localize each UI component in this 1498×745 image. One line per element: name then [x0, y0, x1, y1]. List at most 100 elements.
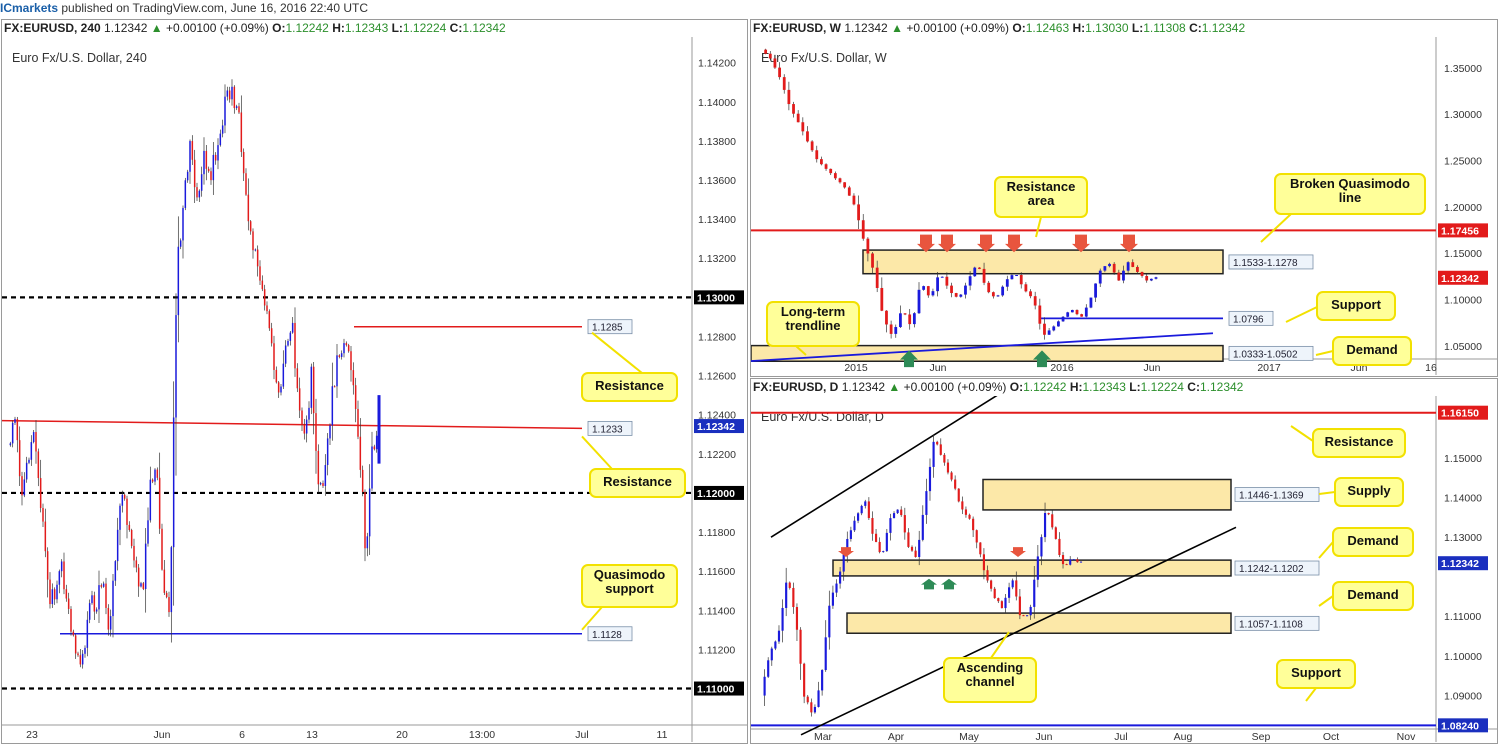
candle-body	[100, 585, 103, 587]
candle-body	[770, 648, 773, 661]
candle-body	[1149, 278, 1153, 281]
candle-body	[39, 478, 42, 509]
candle-body	[51, 589, 54, 605]
sell-arrow	[1072, 234, 1090, 253]
candle-body	[829, 168, 833, 174]
candle-body	[142, 583, 145, 590]
candle-body	[1029, 291, 1032, 297]
chart-daily[interactable]: Euro Fx/U.S. Dollar, D 1.161501.150001.14…	[751, 396, 1497, 742]
candle-body	[1061, 555, 1065, 565]
candle-body	[943, 454, 946, 463]
x-tick: 11	[657, 729, 668, 741]
last-price-tag-bg	[694, 419, 744, 434]
candle-body	[1033, 579, 1036, 607]
last-price-tag-bg	[1438, 270, 1488, 285]
candle-body	[364, 492, 366, 549]
zone-tag-box	[1228, 345, 1314, 361]
candle-body	[1084, 307, 1088, 317]
x-tick: 16	[1425, 362, 1437, 374]
candle-body	[308, 407, 310, 420]
annotation-label: line	[1339, 190, 1361, 205]
candle-body	[975, 530, 978, 543]
candle-body	[35, 432, 37, 452]
candle-body	[266, 305, 268, 312]
y-tick: 1.14000	[698, 97, 736, 109]
chart-header: FX:EURUSD, W 1.12342 ▲ +0.00100 (+0.09%)…	[753, 21, 1246, 35]
chart-h4[interactable]: Euro Fx/U.S. Dollar, 240 1.14200 1.14000 1.…	[2, 37, 747, 742]
candle-body	[107, 607, 110, 630]
candle-body	[74, 635, 77, 654]
candle-body	[968, 514, 971, 519]
y-tick: 1.15000	[1444, 248, 1482, 260]
candle-body	[333, 386, 336, 388]
annotation-label: Demand	[1347, 587, 1398, 602]
level-tag-box	[587, 626, 633, 642]
candle-body	[978, 267, 981, 269]
candle-body	[240, 112, 243, 152]
candle-body	[366, 536, 369, 549]
candle-body	[954, 293, 958, 297]
candle-body	[824, 164, 828, 169]
y-tick: 1.35000	[1444, 63, 1482, 75]
resistance-zone	[862, 249, 1224, 275]
chart-panel-h4[interactable]: FX:EURUSD, 240 1.12342 ▲ +0.00100 (+0.09…	[1, 19, 748, 744]
annotation-label: Resistance	[1007, 179, 1076, 194]
candle-body	[270, 328, 273, 344]
candle-body	[203, 150, 205, 175]
candle-body	[219, 133, 222, 146]
candle-body	[1025, 615, 1029, 617]
candle-body	[1043, 512, 1047, 538]
candle-body	[280, 386, 282, 393]
candle-body	[987, 282, 991, 293]
candle-body	[175, 315, 177, 418]
x-tick: 23	[26, 729, 38, 741]
candle-body	[1075, 309, 1079, 315]
x-tick: Jun	[154, 729, 171, 741]
candle-body	[993, 588, 996, 599]
candle-body	[46, 551, 49, 580]
candle-body	[936, 277, 939, 292]
candle-body	[768, 53, 772, 59]
level-tag-box	[1228, 310, 1274, 326]
buy-arrow	[941, 578, 957, 590]
annotation-label: Resistance	[603, 474, 672, 489]
candle-body	[144, 543, 147, 590]
candle-body	[18, 440, 21, 477]
candle-body	[788, 582, 791, 588]
candle-body	[996, 295, 1000, 297]
brand-logo[interactable]: ICmarkets	[0, 1, 59, 15]
candle-body	[842, 554, 845, 572]
candle-body	[973, 267, 977, 277]
y-tick: 1.09000	[1444, 690, 1482, 702]
candle-body	[28, 459, 30, 463]
candle-body	[252, 231, 254, 251]
candle-body	[345, 343, 348, 346]
candle-body	[315, 413, 317, 451]
candle-body	[940, 276, 944, 278]
candle-body	[140, 583, 142, 587]
callout-pointer	[1035, 216, 1042, 238]
chart-panel-daily[interactable]: FX:EURUSD, D 1.12342 ▲ +0.00100 (+0.09%)…	[750, 378, 1498, 744]
candle-body	[212, 154, 215, 181]
y-tick: 1.12000	[697, 488, 735, 500]
candle-body	[214, 154, 217, 161]
candle-body	[14, 418, 16, 423]
candle-body	[1015, 275, 1018, 277]
candle-body	[997, 598, 1000, 602]
channel-line	[770, 396, 998, 538]
candle-body	[163, 569, 166, 593]
candle-body	[889, 518, 892, 533]
candle-body	[821, 670, 824, 691]
candle-body	[838, 178, 842, 183]
candle-body	[287, 340, 289, 346]
y-tick: 1.11400	[698, 605, 735, 617]
annotation-label: Support	[1331, 297, 1381, 312]
y-tick: 1.12800	[698, 331, 736, 343]
candle-body	[1010, 275, 1014, 280]
annotation-label: area	[1028, 193, 1056, 208]
y-tick: 1.11000	[1444, 611, 1481, 623]
chart-panel-weekly[interactable]: FX:EURUSD, W 1.12342 ▲ +0.00100 (+0.09%)…	[750, 19, 1498, 377]
candle-body	[926, 286, 930, 296]
x-tick: May	[959, 731, 980, 742]
chart-weekly[interactable]: Euro Fx/U.S. Dollar, W 1.35000 1.30000 1.25…	[751, 37, 1497, 375]
